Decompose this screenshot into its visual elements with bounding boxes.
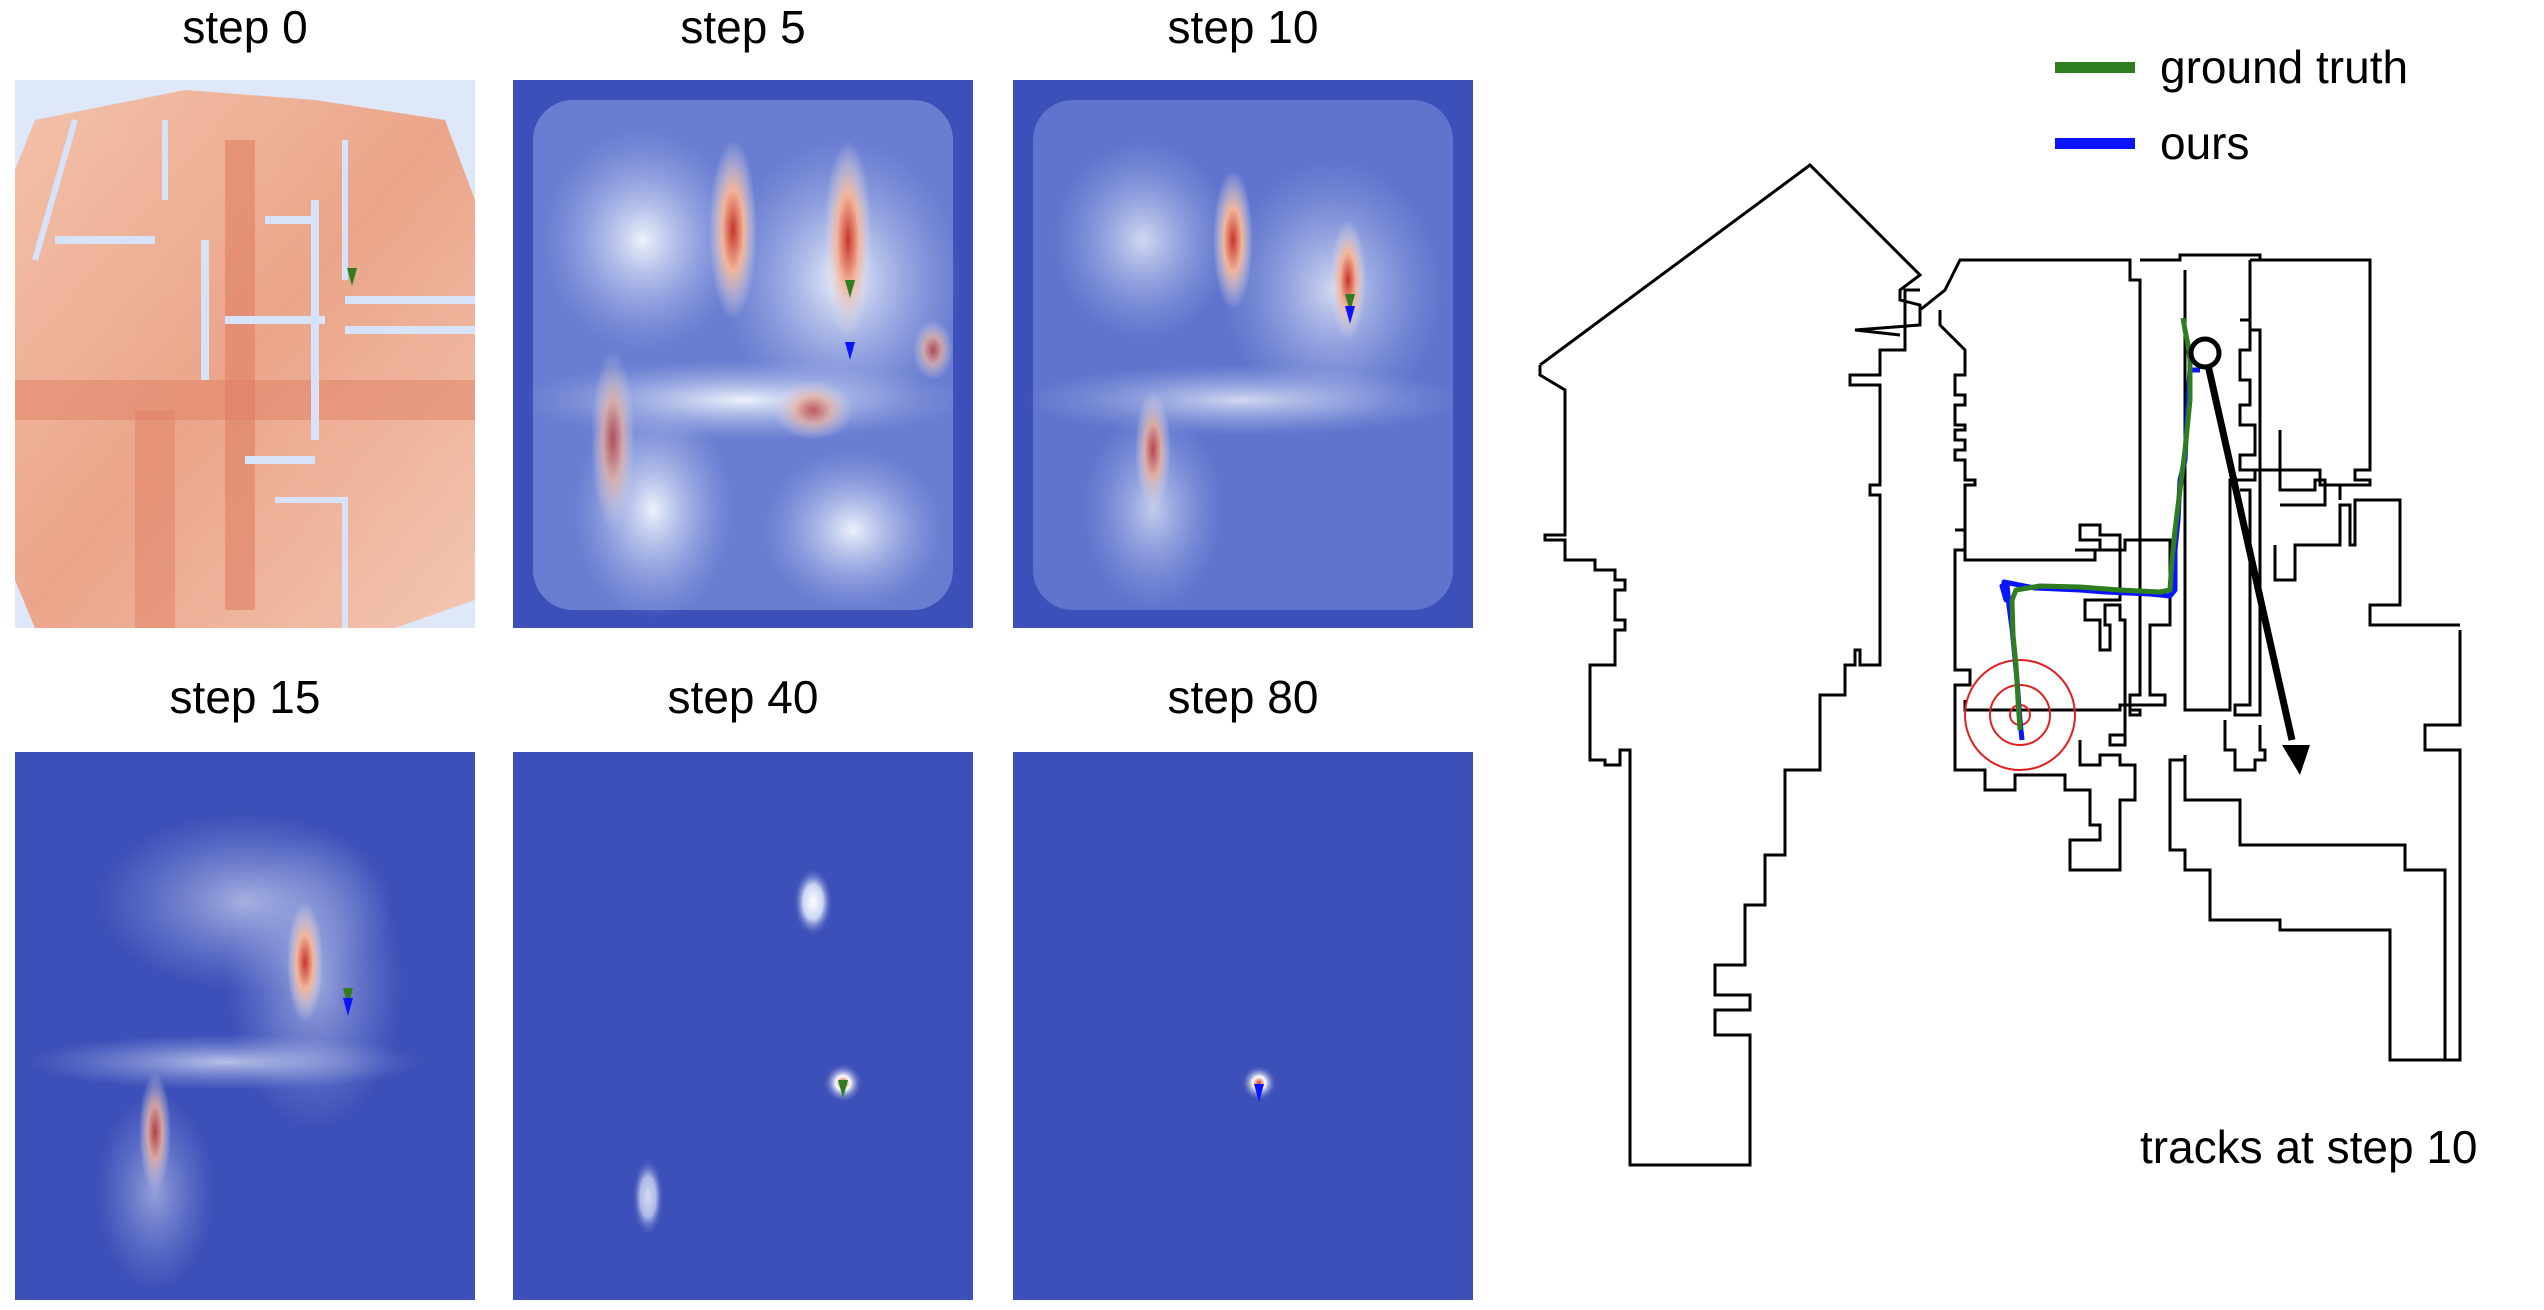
floor-plan-map [1538,163,2462,1167]
legend-label-ground-truth: ground truth [2160,41,2409,93]
heatmap-step-10 [1013,80,1473,628]
legend-swatch-ground-truth [2055,62,2135,73]
panel-title-step-5: step 5 [680,1,806,53]
panel-title-step-0: step 0 [182,1,308,53]
heatmap-step-80 [1013,752,1473,1300]
legend-swatch-ours [2055,138,2135,149]
annotation-tracks-at-step-10: tracks at step 10 [2140,1121,2478,1173]
panel-title-step-80: step 80 [1167,671,1319,723]
step-10-marker [2188,336,2222,370]
legend-label-ours: ours [2160,117,2250,169]
ground-truth-track [2009,317,2193,731]
panel-title-step-40: step 40 [667,671,819,723]
heatmap-step-15 [15,752,475,1300]
annotation-arrow [2204,364,2310,775]
heatmap-step-5 [513,80,973,628]
heatmap-step-0 [15,80,475,628]
panel-title-step-15: step 15 [169,671,321,723]
panel-title-step-10: step 10 [1167,1,1319,53]
floor-plan-outline [1538,163,2462,1167]
heatmap-step-40 [513,752,973,1300]
